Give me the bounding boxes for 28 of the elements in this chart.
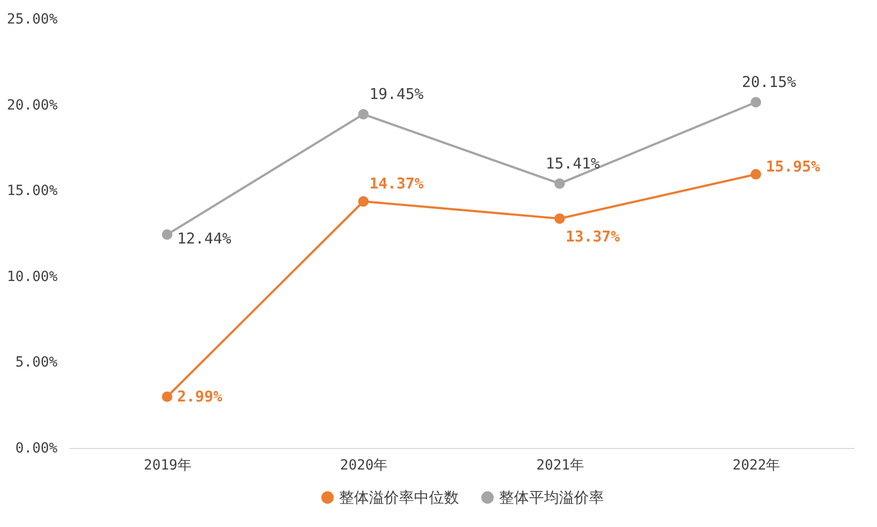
point [554,178,565,189]
data-label: 13.37% [566,228,620,246]
x-tick-label: 2019年 [144,458,192,474]
data-label: 20.15% [742,73,796,92]
data-label: 14.37% [369,174,424,192]
data-label: 15.41% [546,154,600,173]
point [750,169,762,180]
data-label: 12.44% [177,230,232,248]
point [358,109,369,120]
y-tick-label: 10.00% [6,268,58,285]
point [162,229,172,240]
y-tick-label: 25.00% [6,12,58,28]
y-tick-label: 20.00% [6,97,58,114]
legend-label: 整体溢价率中位数 [339,488,459,507]
data-label: 15.95% [766,157,820,176]
point [750,96,762,108]
y-tick-label: 15.00% [6,183,58,200]
x-tick-label: 2020年 [340,458,388,474]
legend-label: 整体平均溢价率 [499,488,604,507]
point [554,213,565,224]
x-tick-label: 2021年 [536,458,584,474]
data-label: 2.99% [177,388,222,406]
point [358,196,369,207]
point [162,391,172,402]
x-tick-label: 2022年 [732,458,780,474]
y-tick-label: 5.00% [15,354,58,371]
y-tick-label: 0.00% [15,440,58,456]
data-label: 19.45% [369,85,424,104]
